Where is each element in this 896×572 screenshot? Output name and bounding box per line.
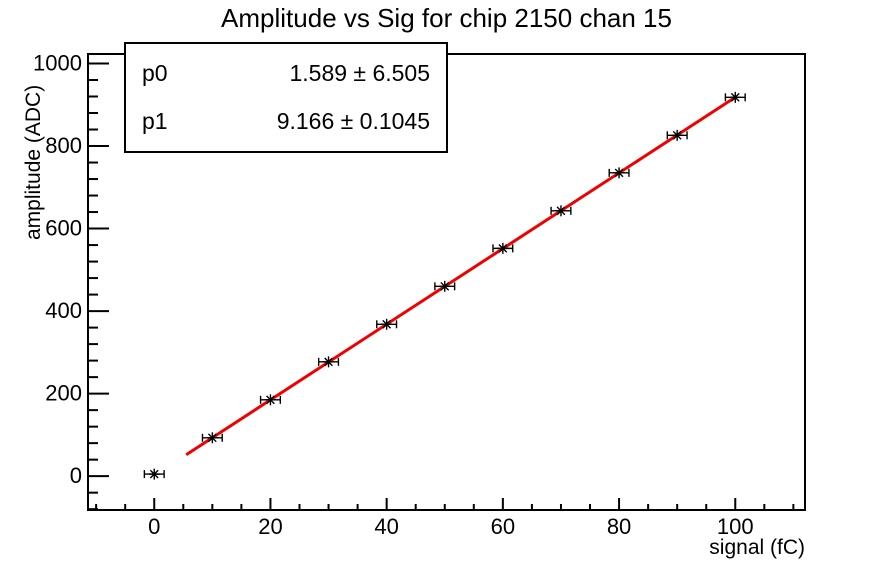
x-tick-label: 80 <box>607 514 631 539</box>
data-point-marker <box>556 206 566 216</box>
x-tick-label: 100 <box>717 514 754 539</box>
data-point-marker <box>266 395 275 405</box>
y-tick-label: 400 <box>45 298 82 323</box>
data-point-marker <box>149 469 159 479</box>
data-point-marker <box>672 130 682 140</box>
data-point-marker <box>730 92 740 102</box>
y-tick-label: 200 <box>45 381 82 406</box>
data-point-marker <box>382 319 392 329</box>
stats-param-value: 1.589 ± 6.505 <box>289 60 430 87</box>
x-tick-label: 60 <box>491 514 515 539</box>
chart-title: Amplitude vs Sig for chip 2150 chan 15 <box>221 3 672 33</box>
stats-param-name: p0 <box>142 60 168 87</box>
y-axis-title: amplitude (ADC) <box>22 84 45 240</box>
data-point-marker <box>498 243 508 253</box>
y-tick-label: 800 <box>45 133 82 158</box>
stats-row-p0: p0 1.589 ± 6.505 <box>142 60 430 87</box>
y-tick-label: 600 <box>45 216 82 241</box>
x-tick-label: 20 <box>258 514 282 539</box>
data-point-marker <box>614 168 624 178</box>
fit-stats-box: p0 1.589 ± 6.505 p1 9.166 ± 0.1045 <box>124 42 448 153</box>
data-point-marker <box>440 281 450 291</box>
fit-line <box>185 95 737 456</box>
stats-param-value: 9.166 ± 0.1045 <box>276 107 430 134</box>
x-tick-label: 0 <box>148 514 160 539</box>
stats-row-p1: p1 9.166 ± 0.1045 <box>142 108 430 135</box>
y-tick-label: 0 <box>70 463 82 488</box>
y-tick-label: 1000 <box>33 50 82 75</box>
x-axis-title: signal (fC) <box>709 536 805 559</box>
stats-param-name: p1 <box>142 107 168 134</box>
data-point-marker <box>207 433 217 443</box>
data-point-marker <box>324 357 333 367</box>
x-tick-label: 40 <box>374 514 398 539</box>
